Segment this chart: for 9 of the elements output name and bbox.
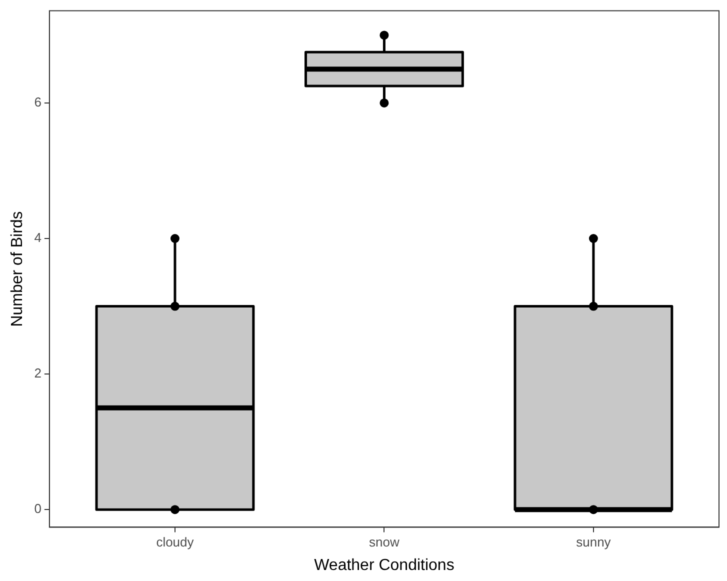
y-tick-label: 2: [34, 366, 42, 381]
x-tick-label: cloudy: [156, 534, 194, 550]
y-tick-label: 6: [34, 94, 42, 110]
x-axis-title: Weather Conditions: [314, 556, 454, 574]
y-tick-label: 4: [34, 230, 42, 246]
x-tick-label: snow: [369, 534, 400, 550]
y-tick-label: 0: [34, 501, 42, 516]
y-axis-title: Number of Birds: [9, 211, 26, 327]
x-tick-label: sunny: [576, 534, 612, 550]
